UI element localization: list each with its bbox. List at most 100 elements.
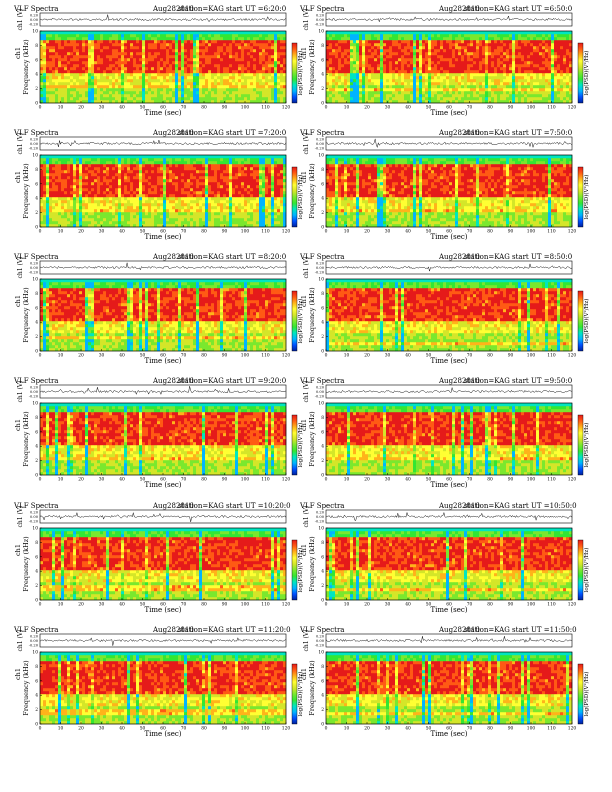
spectrogram-cell <box>226 52 230 56</box>
spectrogram-cell <box>356 37 360 41</box>
spectrogram-cell <box>241 34 245 38</box>
spectrogram-cell <box>473 43 477 47</box>
spectrogram-cell <box>569 37 573 41</box>
spectrogram-cell <box>347 73 351 77</box>
spectrogram-cell <box>479 76 483 80</box>
spectrogram-cell <box>494 52 498 56</box>
spectrogram-cell <box>434 31 438 35</box>
spectrogram-cell <box>121 197 125 201</box>
spectrogram-cell <box>362 31 366 35</box>
spectrogram-cell <box>560 52 564 56</box>
panel-start-time: start UT =6:20:0 <box>226 5 286 13</box>
spectrogram-cell <box>365 100 369 104</box>
spectrogram-cell <box>479 91 483 95</box>
spectrogram-cell <box>341 88 345 92</box>
spectrogram-cell <box>515 40 519 44</box>
spectrogram-cell <box>545 55 549 59</box>
spectrogram-cell <box>554 58 558 62</box>
spectrogram-cell <box>425 85 429 89</box>
spectrogram-cell <box>130 46 134 50</box>
spectrogram-cell <box>61 52 65 56</box>
spectrogram-cell <box>121 82 125 86</box>
spectrogram-cell <box>563 52 567 56</box>
spectrogram-cell <box>127 52 131 56</box>
spectrogram-cell <box>79 88 83 92</box>
spectrogram-cell <box>422 67 426 71</box>
spectrogram-cell <box>356 40 360 44</box>
spectrogram-cell <box>214 212 218 216</box>
spectrogram-cell <box>280 40 284 44</box>
spectrogram-cell <box>184 200 188 204</box>
spectrogram-cell <box>202 31 206 35</box>
spectrogram-cell <box>232 88 236 92</box>
spectrogram-cell <box>368 34 372 38</box>
spectrogram-cell <box>389 58 393 62</box>
spectrogram-cell <box>76 52 80 56</box>
spectrogram-cell <box>178 61 182 65</box>
spectrogram-cell <box>82 64 86 68</box>
spectrogram-cell <box>530 70 534 74</box>
spectrogram-cell <box>55 70 59 74</box>
spectrogram-cell <box>91 37 95 41</box>
spectrogram-cell <box>482 85 486 89</box>
spectrogram-cell <box>416 82 420 86</box>
spectrogram-cell <box>205 43 209 47</box>
spectrogram-cell <box>280 100 284 104</box>
spectrogram-cell <box>283 82 287 86</box>
spectrogram-cell <box>539 64 543 68</box>
spectrogram-cell <box>40 197 44 201</box>
spectrogram-cell <box>277 91 281 95</box>
spectrogram-cell <box>184 64 188 68</box>
spectrogram-cell <box>557 73 561 77</box>
spectrogram-cell <box>145 221 149 225</box>
spectrogram-cell <box>112 61 116 65</box>
spectrogram-cell <box>73 91 77 95</box>
spectrogram-cell <box>533 46 537 50</box>
spectrogram-cell <box>259 206 263 210</box>
spectrogram-cell <box>268 209 272 213</box>
trace-axis-label: ch1 (V) <box>17 9 24 31</box>
spectrogram-cell <box>88 209 92 213</box>
spectrogram-cell <box>362 55 366 59</box>
spectrogram-cell <box>193 67 197 71</box>
spectrogram-cell <box>353 70 357 74</box>
y-tick-label: 0 <box>321 102 324 107</box>
spectrogram-cell <box>419 94 423 98</box>
spectrogram-cell <box>434 85 438 89</box>
spectrogram-cell <box>115 212 119 216</box>
spectrogram-cell <box>467 58 471 62</box>
spectrogram-cell <box>229 91 233 95</box>
spectrogram-cell <box>341 58 345 62</box>
spectrogram-cell <box>103 100 107 104</box>
spectrogram-cell <box>148 76 152 80</box>
spectrogram-cell <box>40 70 44 74</box>
spectrogram-cell <box>250 100 254 104</box>
spectrogram-cell <box>97 218 101 222</box>
spectrogram-cell <box>73 218 77 222</box>
spectrogram-cell <box>202 49 206 53</box>
spectrogram-cell <box>52 49 56 53</box>
spectrogram-cell <box>383 55 387 59</box>
spectrogram-cell <box>91 221 95 225</box>
spectrogram-cell <box>416 97 420 101</box>
spectrogram-cell <box>341 61 345 65</box>
spectrogram-cell <box>130 64 134 68</box>
spectrogram-cell <box>217 82 221 86</box>
spectrogram-cell <box>368 70 372 74</box>
spectrogram-cell <box>172 209 176 213</box>
spectrogram-cell <box>124 97 128 101</box>
spectrogram-cell <box>446 58 450 62</box>
spectrogram-cell <box>178 212 182 216</box>
spectrogram-cell <box>40 191 44 195</box>
spectrogram-cell <box>70 49 74 53</box>
spectrogram-cell <box>172 197 176 201</box>
spectrogram-cell <box>250 206 254 210</box>
spectrogram-cell <box>82 61 86 65</box>
spectrogram-cell <box>485 76 489 80</box>
spectrogram-cell <box>446 31 450 35</box>
spectrogram-cell <box>461 52 465 56</box>
spectrogram-cell <box>166 46 170 50</box>
spectrogram-cell <box>443 88 447 92</box>
spectrogram-cell <box>58 85 62 89</box>
spectrogram-cell <box>55 67 59 71</box>
